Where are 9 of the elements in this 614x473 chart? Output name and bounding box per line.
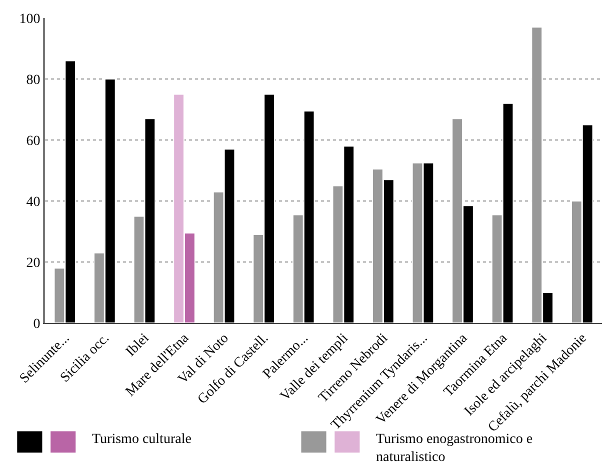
y-tick-label: 20 bbox=[26, 256, 40, 271]
y-tick-label: 100 bbox=[19, 12, 40, 27]
legend-label: Turismo enogastronomico e naturalistico bbox=[376, 432, 533, 466]
y-tick-label: 40 bbox=[26, 194, 40, 210]
legend-label: Turismo culturale bbox=[92, 432, 192, 447]
y-tick-label: 0 bbox=[33, 316, 40, 332]
x-tick-label: Iblei bbox=[123, 330, 152, 360]
y-tick-label: 60 bbox=[26, 134, 40, 149]
y-tick-label: 80 bbox=[26, 72, 40, 88]
